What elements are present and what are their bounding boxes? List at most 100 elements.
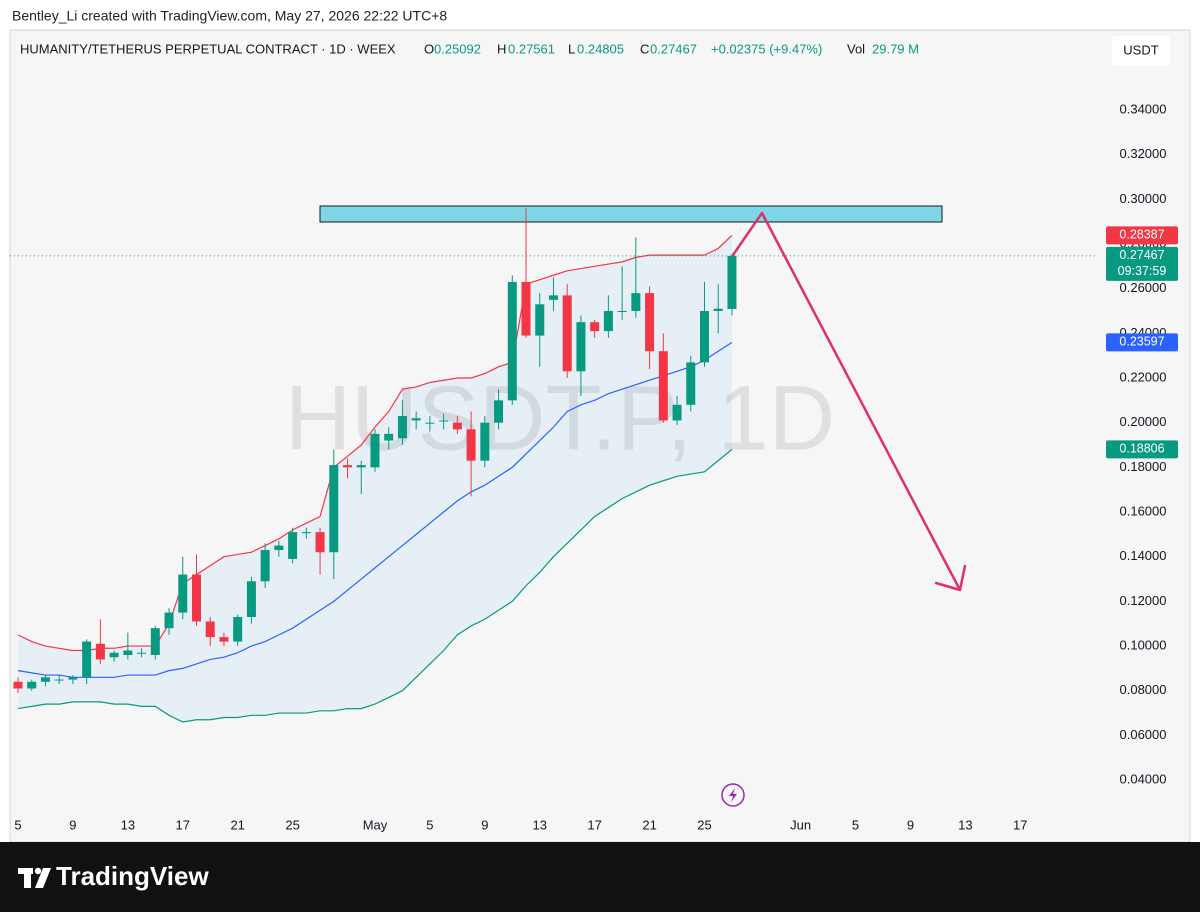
price-tag-label: 0.27467 xyxy=(1119,248,1164,262)
price-tag-label: 0.28387 xyxy=(1119,228,1164,242)
y-tick-label: 0.04000 xyxy=(1120,772,1167,787)
y-tick-label: 0.26000 xyxy=(1120,280,1167,295)
y-tick-label: 0.34000 xyxy=(1120,101,1167,116)
candle-body xyxy=(109,652,119,658)
candle-body xyxy=(260,550,270,582)
x-tick-label: 25 xyxy=(697,817,711,832)
candle-body xyxy=(700,310,709,363)
candle-body xyxy=(356,465,366,468)
y-tick-label: 0.10000 xyxy=(1120,637,1167,652)
candle-body xyxy=(123,650,133,655)
y-tick-label: 0.20000 xyxy=(1120,414,1167,429)
candle-body xyxy=(411,418,421,421)
x-tick-label: 17 xyxy=(1013,817,1027,832)
y-tick-label: 0.18000 xyxy=(1120,459,1167,474)
x-tick-label: 17 xyxy=(587,817,601,832)
y-tick-label: 0.12000 xyxy=(1120,593,1167,608)
currency-button[interactable] xyxy=(1112,36,1170,66)
candle-body xyxy=(150,628,160,655)
lightning-icon xyxy=(721,783,745,807)
x-tick-label: 13 xyxy=(958,817,972,832)
candle-body xyxy=(617,310,627,312)
candle-body xyxy=(480,422,490,461)
logo-icon xyxy=(18,867,51,888)
candle-body xyxy=(274,545,284,550)
candle-body xyxy=(288,532,298,559)
x-tick-label: 25 xyxy=(285,817,299,832)
volume-value: 29.79 M xyxy=(872,41,919,56)
candle-body xyxy=(246,581,256,618)
x-tick-label: May xyxy=(363,817,388,832)
candle-body xyxy=(521,281,531,336)
band-line xyxy=(17,448,733,723)
candle-body xyxy=(562,295,572,372)
candle-body xyxy=(219,637,229,642)
price-tag xyxy=(1106,226,1178,245)
y-tick-label: 0.06000 xyxy=(1120,727,1167,742)
x-tick-label: 9 xyxy=(907,817,914,832)
resistance-zone xyxy=(319,205,943,223)
candle-body xyxy=(40,677,50,682)
forecast-arrow xyxy=(731,211,967,592)
candle-body xyxy=(425,422,435,424)
candle-body xyxy=(384,433,394,441)
open-value: 0.25092 xyxy=(434,41,481,56)
x-tick-label: 13 xyxy=(121,817,135,832)
x-tick-label: 21 xyxy=(642,817,656,832)
price-tag-label: 0.18806 xyxy=(1119,442,1164,456)
candle-body xyxy=(713,308,723,311)
candle-body xyxy=(54,679,64,681)
countdown-label: 09:37:59 xyxy=(1118,264,1167,278)
currency-label[interactable]: USDT xyxy=(1123,42,1158,57)
candle-body xyxy=(535,304,545,336)
plot-area: HUSDT.P, 1D0.040000.060000.080000.100000… xyxy=(10,101,1167,832)
candle-body xyxy=(507,281,517,401)
candle-body xyxy=(164,612,174,629)
y-tick-label: 0.14000 xyxy=(1120,548,1167,563)
band-line xyxy=(17,234,733,652)
candle-body xyxy=(686,362,696,405)
candle-body xyxy=(370,433,380,468)
candle-body xyxy=(658,351,668,421)
candle-body xyxy=(343,465,353,468)
low-label: L xyxy=(568,41,575,56)
candle-body xyxy=(576,322,586,372)
x-tick-label: 9 xyxy=(481,817,488,832)
x-tick-label: 5 xyxy=(426,817,433,832)
chart-panel xyxy=(9,29,1191,843)
candle-body xyxy=(233,617,243,642)
x-tick-label: 17 xyxy=(176,817,190,832)
y-tick-label: 0.08000 xyxy=(1120,682,1167,697)
candle-body xyxy=(178,574,188,613)
credit: Bentley_Li created with TradingView.com,… xyxy=(12,8,447,24)
candle-body xyxy=(397,415,407,439)
logo-text: TradingView xyxy=(56,861,209,891)
candle-body xyxy=(672,404,682,421)
close-value: 0.27467 xyxy=(650,41,697,56)
candle-body xyxy=(95,643,105,660)
candle-body xyxy=(452,422,462,430)
candle-body xyxy=(439,420,449,422)
price-tag xyxy=(1106,246,1178,281)
open-label: O xyxy=(424,41,434,56)
candle-body xyxy=(315,532,325,553)
close-label: C xyxy=(640,41,649,56)
candle-body xyxy=(82,641,92,678)
change: +0.02375 (+9.47%) xyxy=(711,41,822,56)
x-tick-label: 5 xyxy=(852,817,859,832)
x-tick-label: 13 xyxy=(533,817,547,832)
candle-body xyxy=(466,429,476,461)
x-tick-label: 9 xyxy=(69,817,76,832)
x-tick-label: 5 xyxy=(14,817,21,832)
y-tick-label: 0.32000 xyxy=(1120,146,1167,161)
candle-body xyxy=(205,621,215,638)
high-value: 0.27561 xyxy=(508,41,555,56)
price-tag xyxy=(1106,333,1178,352)
candle-body xyxy=(494,400,504,423)
candle-body xyxy=(727,255,737,309)
candle-body xyxy=(27,681,37,689)
volume-label: Vol xyxy=(847,41,865,56)
candle-body xyxy=(645,293,655,352)
low-value: 0.24805 xyxy=(577,41,624,56)
footer-bar xyxy=(0,842,1200,912)
